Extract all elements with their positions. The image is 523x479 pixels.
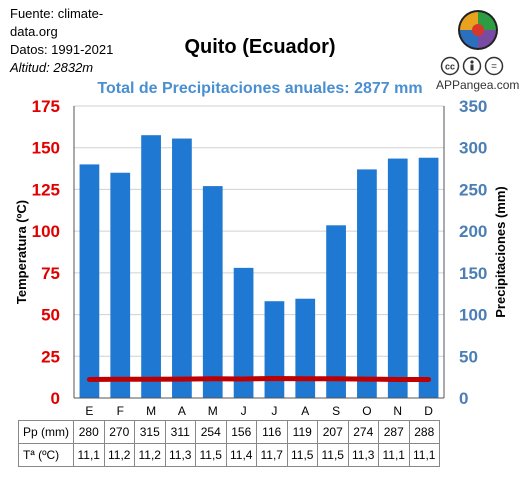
left-tick-label: 100 <box>32 222 60 241</box>
right-tick-label: 0 <box>459 389 468 408</box>
brand-label: APPangea.com <box>436 78 520 92</box>
left-tick-label: 0 <box>51 389 60 408</box>
temperature-cell: 11,5 <box>317 443 349 467</box>
precipitation-cell: 270 <box>103 420 135 444</box>
left-tick-label: 50 <box>41 306 60 325</box>
creative-commons-icon: cc = <box>440 56 504 76</box>
precipitation-bar <box>233 267 254 398</box>
temperature-cell: 11,3 <box>347 443 379 467</box>
month-label: S <box>332 404 340 418</box>
precipitation-cell: 280 <box>73 420 105 444</box>
precipitation-bar <box>326 225 346 398</box>
source-line-1: Fuente: climate- <box>10 6 104 21</box>
left-tick-label: 25 <box>41 347 60 366</box>
altitude-label: Altitud: <box>10 60 50 75</box>
left-axis-ticks: 0 25 50 75 100 125 150 175 <box>32 97 60 408</box>
precipitation-cell: 156 <box>225 420 257 444</box>
precipitation-bar <box>172 138 192 398</box>
climate-chart: 0 25 50 75 100 125 150 175 0 50 100 150 200 250 300 35… <box>14 97 508 418</box>
precipitation-cell: 116 <box>256 420 288 444</box>
month-label: N <box>393 404 402 418</box>
right-tick-label: 100 <box>459 306 487 325</box>
temperature-cell: 11,5 <box>195 443 227 467</box>
left-axis-title: Temperatura (ºC) <box>14 200 29 304</box>
left-tick-label: 125 <box>32 180 60 199</box>
precipitation-cell: 254 <box>195 420 227 444</box>
precipitation-bar <box>110 172 131 398</box>
chart-subtitle: Total de Precipitaciones anuales: 2877 m… <box>97 80 423 97</box>
temperature-cell: 11,1 <box>378 443 410 467</box>
precipitation-bar <box>387 158 408 398</box>
temperature-row: Tª (ºC) 11,1 11,2 11,2 11,3 11,5 11,4 11… <box>18 443 440 467</box>
precipitation-cell: 287 <box>378 420 410 444</box>
right-tick-label: 50 <box>459 347 478 366</box>
right-axis-ticks: 0 50 100 150 200 250 300 350 <box>459 97 487 408</box>
precipitation-bar <box>141 135 161 398</box>
temperature-cell: 11,2 <box>134 443 166 467</box>
data-period: Datos: 1991-2021 <box>10 42 114 57</box>
month-label: O <box>362 404 371 418</box>
month-label: J <box>271 404 277 418</box>
precipitation-bar <box>357 169 377 398</box>
source-info: Fuente: climate- data.org Datos: 1991-20… <box>10 5 130 77</box>
temperature-cell: 11,4 <box>225 443 257 467</box>
temperature-cell: 11,3 <box>164 443 196 467</box>
right-axis-title: Precipitaciones (mm) <box>493 186 508 318</box>
source-line-2: data.org <box>10 24 58 39</box>
month-label: J <box>241 404 247 418</box>
precipitation-bar <box>79 164 100 398</box>
row-label-temperature: Tª (ºC) <box>18 443 74 467</box>
precipitation-cell: 207 <box>317 420 349 444</box>
chart-title: Quito (Ecuador) <box>184 36 336 58</box>
month-label: M <box>146 404 156 418</box>
precipitation-cell: 119 <box>286 420 318 444</box>
month-label: F <box>117 404 124 418</box>
temperature-line <box>86 375 432 382</box>
month-label: D <box>424 404 433 418</box>
right-tick-label: 350 <box>459 97 487 116</box>
month-label: A <box>178 404 186 418</box>
precipitation-bar <box>264 301 285 398</box>
left-tick-label: 75 <box>41 264 60 283</box>
left-tick-label: 150 <box>32 139 60 158</box>
right-tick-label: 200 <box>459 222 487 241</box>
precipitation-bar <box>418 157 439 398</box>
precipitation-cell: 315 <box>134 420 166 444</box>
altitude-value: 2832m <box>53 60 94 75</box>
precipitation-bar <box>202 186 223 398</box>
left-tick-label: 175 <box>32 97 60 116</box>
precipitation-row: Pp (mm) 280 270 315 311 254 156 116 119 … <box>18 420 440 444</box>
precipitation-cell: 311 <box>164 420 196 444</box>
month-label: M <box>208 404 218 418</box>
temperature-cell: 11,1 <box>73 443 105 467</box>
svg-text:=: = <box>491 62 497 73</box>
precipitation-bar <box>295 298 316 398</box>
temperature-cell: 11,7 <box>256 443 288 467</box>
temperature-cell: 11,1 <box>408 443 440 467</box>
month-label: A <box>301 404 309 418</box>
temperature-cell: 11,2 <box>103 443 135 467</box>
data-table: Pp (mm) 280 270 315 311 254 156 116 119 … <box>18 420 440 467</box>
temperature-cell: 11,5 <box>286 443 318 467</box>
svg-text:cc: cc <box>445 62 455 72</box>
precipitation-cell: 274 <box>347 420 379 444</box>
precipitation-cell: 288 <box>408 420 440 444</box>
right-tick-label: 300 <box>459 139 487 158</box>
row-label-precipitation: Pp (mm) <box>18 420 74 444</box>
altitude-line: Altitud: 2832m <box>10 59 130 77</box>
appangea-logo-icon <box>458 10 498 50</box>
precipitation-bars <box>79 135 439 398</box>
right-tick-label: 250 <box>459 180 487 199</box>
right-tick-label: 150 <box>459 264 487 283</box>
month-label: E <box>85 404 93 418</box>
